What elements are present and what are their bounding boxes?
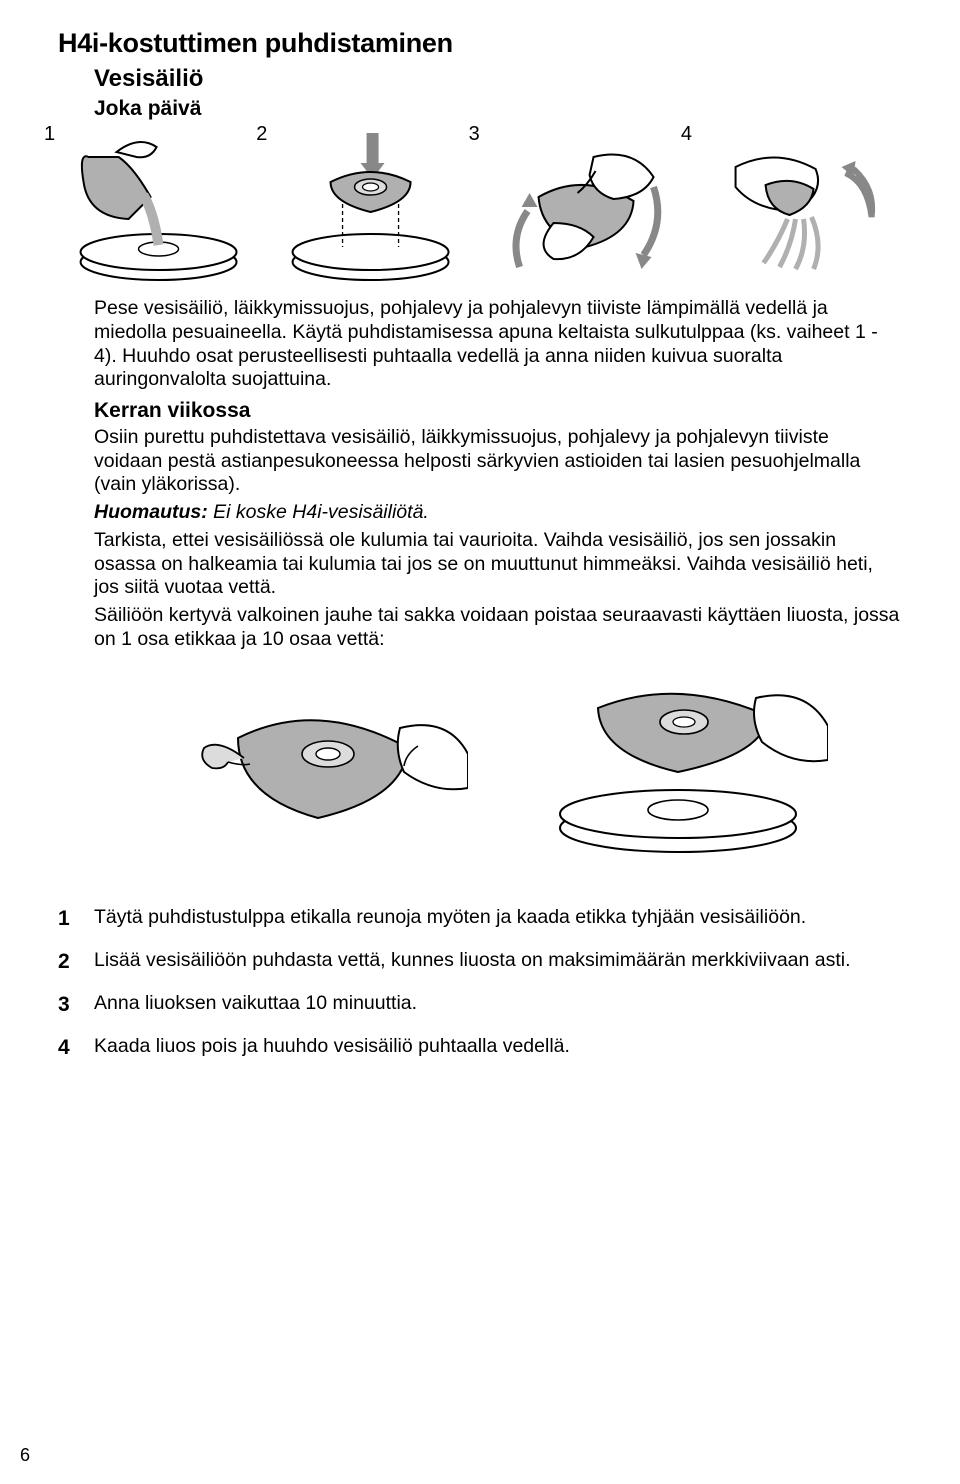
page: H4i-kostuttimen puhdistaminen Vesisäiliö…: [0, 0, 960, 1484]
step-item: 1 Täytä puhdistustulppa etikalla reunoja…: [58, 906, 902, 931]
paragraph-4: Säiliöön kertyvä valkoinen jauhe tai sak…: [94, 604, 902, 652]
step-text: Lisää vesisäiliöön puhdasta vettä, kunne…: [94, 949, 902, 973]
illustration-pour: [58, 127, 259, 287]
figure-label: 4: [681, 123, 692, 146]
page-number: 6: [20, 1445, 30, 1466]
step-number: 3: [58, 992, 94, 1017]
illustration-insert: [270, 127, 471, 287]
step-number: 1: [58, 906, 94, 931]
note-line: Huomautus: Ei koske H4i-vesisäiliötä.: [94, 501, 902, 525]
step-number: 4: [58, 1035, 94, 1060]
step-item: 3 Anna liuoksen vaikuttaa 10 minuuttia.: [58, 992, 902, 1017]
figure-2: 2: [270, 127, 471, 287]
figure-4: 4: [695, 127, 896, 287]
paragraph-3: Tarkista, ettei vesisäiliössä ole kulumi…: [94, 529, 902, 600]
step-list: 1 Täytä puhdistustulppa etikalla reunoja…: [58, 906, 902, 1061]
body-text: Pese vesisäiliö, läikkymissuojus, pohjal…: [58, 297, 902, 858]
note-label: Huomautus:: [94, 501, 208, 523]
illustration-vinegar-2: [528, 668, 828, 858]
figure-label: 3: [469, 123, 480, 146]
illustration-vinegar-1: [168, 668, 468, 858]
figure-row-vinegar: [94, 668, 902, 858]
illustration-scrub: [483, 127, 684, 287]
figure-row-daily: 1 2: [58, 127, 902, 287]
step-text: Anna liuoksen vaikuttaa 10 minuuttia.: [94, 992, 902, 1016]
step-text: Kaada liuos pois ja huuhdo vesisäiliö pu…: [94, 1035, 902, 1059]
illustration-rinse: [695, 127, 896, 287]
figure-3: 3: [483, 127, 684, 287]
heading-sub: Vesisäiliö: [58, 65, 902, 93]
figure-1: 1: [58, 127, 259, 287]
step-number: 2: [58, 949, 94, 974]
heading-daily: Joka päivä: [58, 97, 902, 121]
paragraph-1: Pese vesisäiliö, läikkymissuojus, pohjal…: [94, 297, 902, 392]
heading-main: H4i-kostuttimen puhdistaminen: [58, 28, 902, 59]
heading-weekly: Kerran viikossa: [94, 398, 902, 424]
figure-label: 2: [256, 123, 267, 146]
figure-label: 1: [44, 123, 55, 146]
paragraph-2: Osiin purettu puhdistettava vesisäiliö, …: [94, 426, 902, 497]
step-item: 4 Kaada liuos pois ja huuhdo vesisäiliö …: [58, 1035, 902, 1060]
step-text: Täytä puhdistustulppa etikalla reunoja m…: [94, 906, 902, 930]
step-item: 2 Lisää vesisäiliöön puhdasta vettä, kun…: [58, 949, 902, 974]
note-text: Ei koske H4i-vesisäiliötä.: [208, 501, 429, 523]
